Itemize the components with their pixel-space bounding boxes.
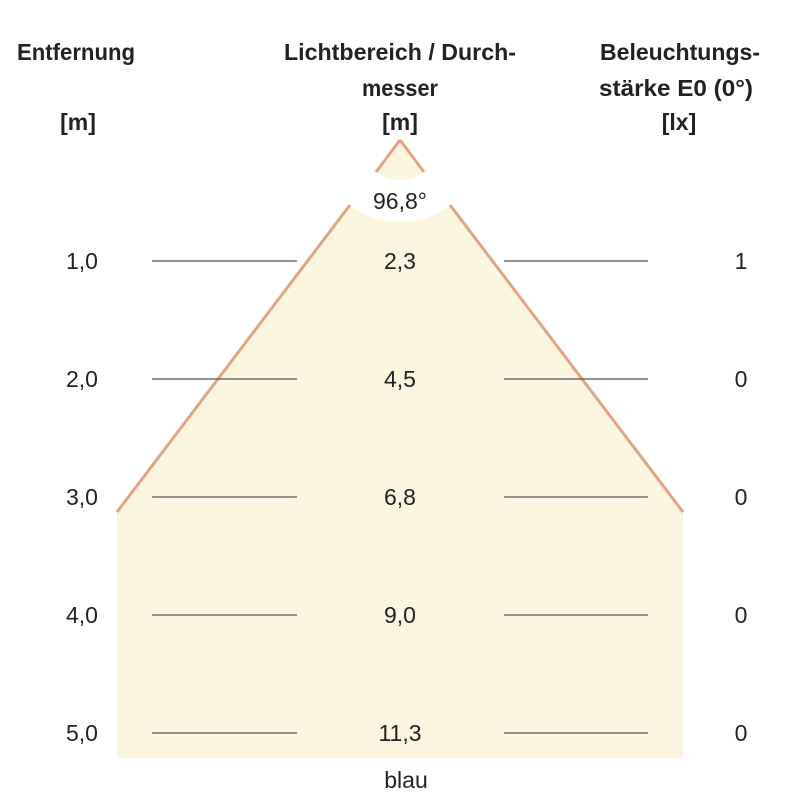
- row-distance: 2,0: [66, 366, 98, 392]
- header-diameter-title: Lichtbereich / Durch-: [284, 39, 516, 65]
- row-diameter: 11,3: [378, 720, 421, 746]
- row-diameter: 4,5: [384, 366, 416, 392]
- column-header-illuminance: Beleuchtungs- stärke E0 (0°) [lx]: [599, 39, 760, 135]
- beam-edge-left: [115, 204, 352, 513]
- header-diameter-unit: [m]: [382, 109, 418, 135]
- distance-row: 2,0 4,5 0: [66, 366, 747, 392]
- row-diameter: 2,3: [384, 248, 416, 274]
- header-distance-title: Entfernung: [17, 39, 135, 65]
- header-illuminance-title-2: stärke E0 (0°): [599, 75, 753, 101]
- row-illuminance: 0: [735, 602, 748, 628]
- beam-edge-right: [448, 204, 685, 513]
- color-label: blau: [384, 767, 427, 793]
- header-illuminance-unit: [lx]: [662, 109, 697, 135]
- beam-edge-left-upper: [374, 139, 402, 173]
- angle-label-gap: [318, 57, 483, 223]
- row-diameter: 9,0: [384, 602, 416, 628]
- row-diameter: 6,8: [384, 484, 416, 510]
- header-distance-unit: [m]: [60, 109, 96, 135]
- row-distance: 1,0: [66, 248, 98, 274]
- beam-edges: [115, 139, 685, 513]
- row-distance: 4,0: [66, 602, 98, 628]
- distance-row: 5,0 11,3 0: [66, 720, 747, 746]
- row-distance: 5,0: [66, 720, 98, 746]
- row-illuminance: 0: [735, 366, 748, 392]
- beam-cone-fill: [117, 140, 683, 758]
- distance-row: 4,0 9,0 0: [66, 602, 747, 628]
- distance-row: 3,0 6,8 0: [66, 484, 747, 510]
- beam-edge-right-upper: [398, 139, 426, 173]
- distance-row: 1,0 2,3 1: [66, 248, 747, 274]
- row-illuminance: 0: [735, 720, 748, 746]
- distance-rows: 1,0 2,3 1 2,0 4,5 0 3,0 6,8 0 4,0 9,0 0 5,0 11,3 0: [66, 248, 747, 746]
- row-illuminance: 1: [735, 248, 748, 274]
- row-illuminance: 0: [735, 484, 748, 510]
- row-distance: 3,0: [66, 484, 98, 510]
- header-illuminance-title: Beleuchtungs-: [600, 39, 760, 65]
- beam-angle-label: 96,8°: [373, 188, 427, 214]
- header-diameter-title-2: messer: [362, 75, 438, 101]
- column-header-diameter: Lichtbereich / Durch- messer [m]: [284, 39, 516, 135]
- column-header-distance: Entfernung [m]: [17, 39, 135, 135]
